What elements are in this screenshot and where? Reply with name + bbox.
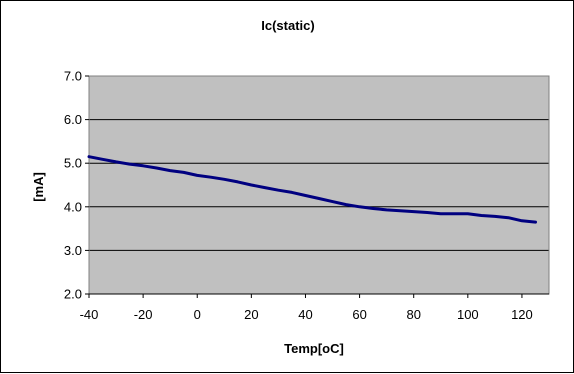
y-tick-label: 7.0: [64, 69, 82, 84]
x-tick-label: 80: [406, 307, 420, 322]
x-axis-title: Temp[oC]: [284, 341, 344, 356]
y-tick-label: 3.0: [64, 243, 82, 258]
x-tick-label: 100: [457, 307, 479, 322]
y-tick-label: 4.0: [64, 199, 82, 214]
x-tick-label: 60: [352, 307, 366, 322]
x-axis-ticks: -40 -20 0 20 40 60 80 100 120: [80, 293, 549, 322]
y-axis-title: [mA]: [31, 172, 46, 202]
x-tick-label: 120: [511, 307, 533, 322]
y-axis-ticks: 2.0 3.0 4.0 5.0 6.0 7.0: [64, 69, 89, 302]
chart-title: Ic(static): [261, 18, 314, 33]
y-tick-label: 6.0: [64, 112, 82, 127]
plot-area: [89, 76, 549, 294]
y-tick-label: 5.0: [64, 156, 82, 171]
x-tick-label: 0: [194, 307, 201, 322]
x-tick-label: 20: [244, 307, 258, 322]
x-tick-label: 40: [298, 307, 312, 322]
series-line-1: [87, 155, 537, 224]
series-layer: [87, 155, 537, 224]
x-tick-label: -20: [134, 307, 153, 322]
x-tick-label: -40: [80, 307, 99, 322]
y-tick-label: 2.0: [64, 287, 82, 302]
